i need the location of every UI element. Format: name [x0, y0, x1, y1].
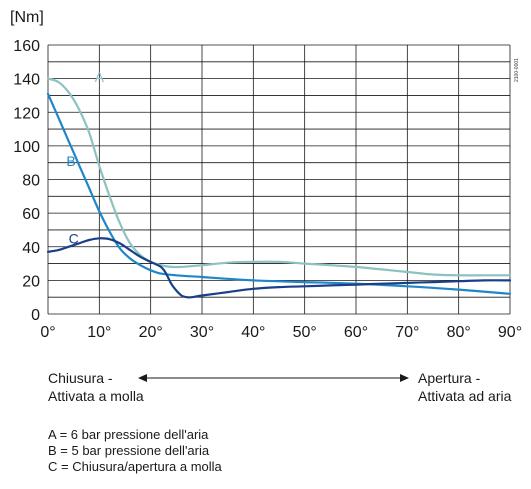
- y-axis-label: [Nm]: [10, 9, 44, 26]
- series-label-a: A: [95, 69, 105, 85]
- opening-direction-label: Apertura - Attivata ad aria: [418, 369, 511, 405]
- series-label-c: C: [69, 230, 79, 246]
- y-tick-label: 40: [22, 240, 40, 257]
- x-tick-label: 40°: [241, 324, 265, 340]
- x-tick-label: 90°: [498, 324, 522, 340]
- series-line-b: [46, 92, 512, 295]
- x-tick-label: 0°: [40, 324, 55, 340]
- closing-direction-label: Chiusura - Attivata a molla: [48, 369, 144, 405]
- torque-chart: [Nm] 0 20 40 60 80 100 120 140 160 0° 10° 20° 30° 40…: [10, 9, 522, 340]
- opening-line-1: Apertura -: [418, 370, 481, 386]
- opening-line-2: Attivata ad aria: [418, 388, 512, 404]
- y-tick-label: 80: [22, 173, 40, 190]
- arrow-right-head: [400, 374, 409, 382]
- y-tick-label: 120: [13, 105, 40, 122]
- y-tick-label: 100: [13, 139, 40, 156]
- x-tick-label: 80°: [447, 324, 471, 340]
- x-tick-label: 10°: [87, 324, 111, 340]
- closing-line-1: Chiusura -: [48, 370, 113, 386]
- series-labels: A B C: [66, 69, 104, 246]
- x-tick-label: 70°: [395, 324, 419, 340]
- chart-grid: [47, 44, 511, 315]
- legend: A = 6 bar pressione dell'aria B = 5 bar …: [48, 427, 222, 475]
- y-tick-labels: 0 20 40 60 80 100 120 140 160: [13, 38, 40, 324]
- y-tick-label: 0: [31, 307, 40, 324]
- chart-series: [46, 77, 512, 299]
- closing-line-2: Attivata a molla: [48, 388, 144, 404]
- series-label-b: B: [66, 153, 75, 169]
- x-tick-labels: 0° 10° 20° 30° 40° 50° 60° 70° 80° 90°: [40, 324, 522, 340]
- series-line-c: [46, 237, 512, 299]
- figure-code: 2100-0001: [514, 58, 520, 82]
- x-tick-label: 30°: [190, 324, 214, 340]
- y-tick-label: 160: [13, 38, 40, 55]
- legend-item-a: A = 6 bar pressione dell'aria: [48, 427, 209, 442]
- legend-item-c: C = Chiusura/apertura a molla: [48, 459, 222, 474]
- series-line-a: [46, 77, 512, 277]
- y-tick-label: 140: [13, 72, 40, 89]
- x-tick-label: 50°: [293, 324, 317, 340]
- x-tick-label: 20°: [139, 324, 163, 340]
- y-tick-label: 20: [22, 273, 40, 290]
- y-tick-label: 60: [22, 206, 40, 223]
- x-tick-label: 60°: [344, 324, 368, 340]
- legend-item-b: B = 5 bar pressione dell'aria: [48, 443, 210, 458]
